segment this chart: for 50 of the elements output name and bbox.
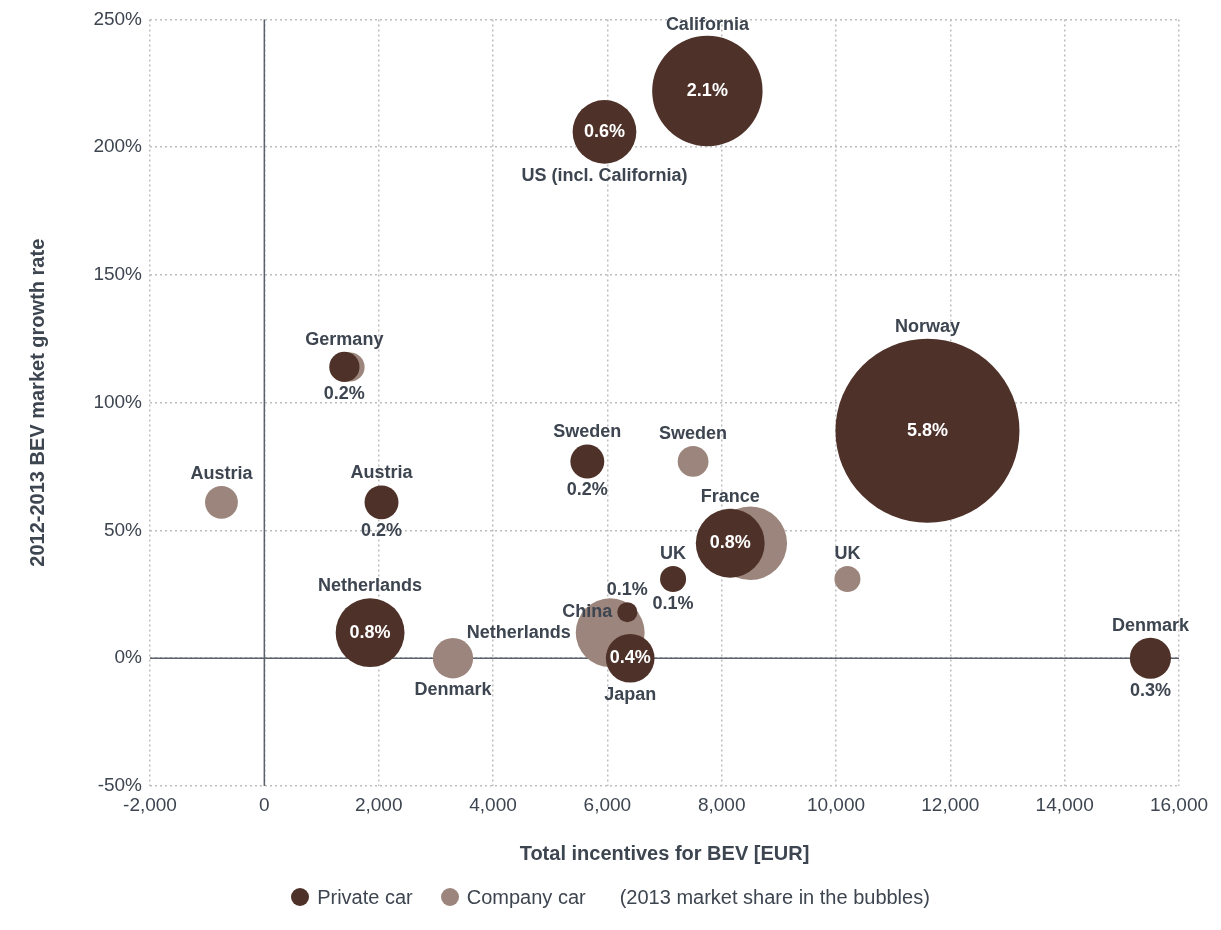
- y-tick-label: 200%: [93, 135, 143, 157]
- annotation: 0.4%: [609, 647, 651, 668]
- y-tick-label: 50%: [103, 518, 143, 540]
- annotation: 0.2%: [361, 520, 403, 541]
- x-tick-label: -2,000: [123, 793, 177, 815]
- annotation: Austria: [190, 462, 254, 483]
- x-tick-label: 14,000: [1035, 793, 1094, 815]
- annotation: Netherlands: [318, 575, 423, 596]
- annotation: 0.6%: [583, 120, 625, 141]
- x-tick-label: 6,000: [583, 793, 632, 815]
- y-tick-label: 150%: [93, 263, 143, 285]
- annotation: California: [665, 14, 750, 35]
- annotation: 0.1%: [652, 593, 694, 613]
- annotation: 0.8%: [349, 621, 391, 642]
- text: (2013 market share in the bubbles): [619, 885, 930, 909]
- annotation: UK: [834, 542, 861, 563]
- annotation: 5.8%: [906, 419, 948, 440]
- annotation: Norway: [894, 315, 960, 336]
- annotation: Netherlands: [466, 621, 571, 642]
- legend-label: Company car: [466, 885, 586, 909]
- annotation: France: [700, 485, 760, 506]
- annotation: 0.2%: [566, 479, 608, 500]
- annotation: Sweden: [553, 421, 622, 442]
- x-tick-label: 16,000: [1149, 793, 1209, 815]
- annotation: 0.8%: [709, 532, 751, 553]
- y-axis-title: 2012-2013 BEV market growth rate: [25, 238, 48, 567]
- y-tick-label: 0%: [114, 646, 143, 668]
- annotation: UK: [660, 542, 687, 563]
- x-tick-label: 2,000: [354, 793, 403, 815]
- annotation: 2.1%: [686, 79, 728, 100]
- x-tick-label: 0: [259, 793, 270, 815]
- annotation: 0.1%: [606, 579, 648, 600]
- legend-label: Private car: [317, 885, 413, 909]
- x-tick-label: 10,000: [806, 793, 866, 815]
- annotation: Japan: [604, 683, 657, 704]
- annotation: Sweden: [659, 423, 728, 444]
- annotation: Germany: [305, 328, 384, 349]
- x-tick-label: 8,000: [697, 793, 746, 815]
- annotation: 0.3%: [1129, 679, 1171, 700]
- annotation: Austria: [350, 462, 414, 483]
- y-tick-label: 250%: [93, 7, 143, 29]
- annotation: Denmark: [1111, 614, 1190, 635]
- annotation: 0.2%: [323, 383, 365, 404]
- y-tick-label: -50%: [97, 774, 143, 796]
- annotation: Denmark: [414, 679, 493, 700]
- x-axis-title: Total incentives for BEV [EUR]: [519, 841, 810, 864]
- y-tick-label: 100%: [93, 390, 143, 412]
- annotation: US (incl. California): [521, 164, 688, 185]
- x-tick-label: 12,000: [921, 793, 980, 815]
- x-tick-label: 4,000: [469, 793, 517, 815]
